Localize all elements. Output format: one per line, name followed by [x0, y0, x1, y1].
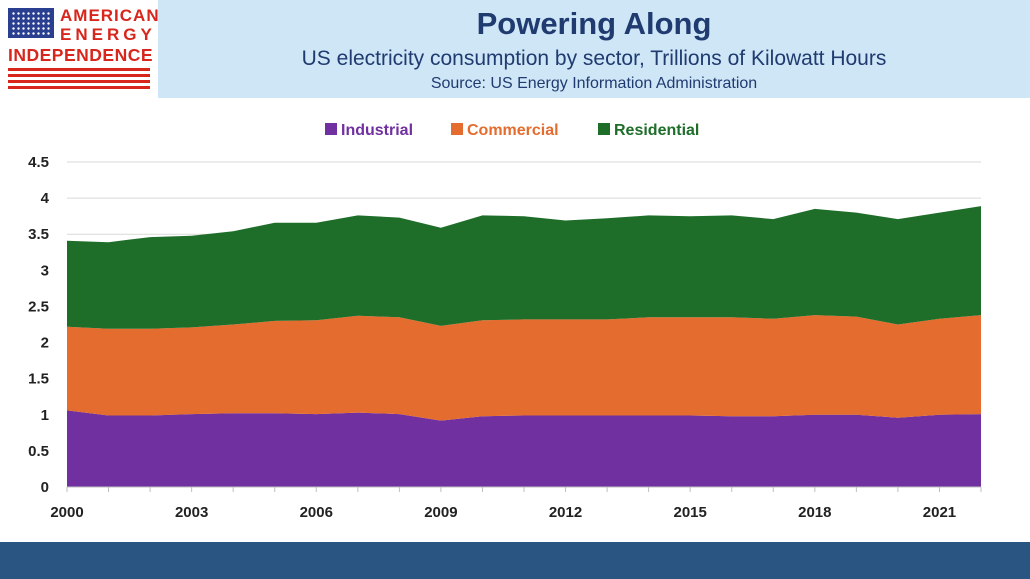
- x-tick-label: 2009: [424, 504, 457, 521]
- y-tick-label: 0: [41, 479, 49, 496]
- logo-line-2: ENERGY: [60, 25, 156, 44]
- chart-subtitle: US electricity consumption by sector, Tr…: [301, 47, 887, 70]
- x-tick-label: 2012: [549, 504, 582, 521]
- y-tick-label: 1.5: [28, 371, 49, 388]
- flag-stripes-icon: [8, 68, 150, 92]
- legend-swatch-industrial: [325, 123, 337, 135]
- x-tick-label: 2021: [923, 504, 956, 521]
- y-tick-label: 3.5: [28, 226, 49, 243]
- y-tick-label: 0.5: [28, 443, 49, 460]
- y-tick-label: 2: [41, 335, 49, 352]
- legend-swatch-commercial: [451, 123, 463, 135]
- legend-label-commercial: Commercial: [467, 122, 559, 139]
- logo-line-3: INDEPENDENCE: [8, 45, 154, 65]
- legend-label-industrial: Industrial: [341, 122, 413, 139]
- area-residential: [67, 206, 981, 329]
- y-tick-label: 1: [41, 407, 49, 424]
- logo-line-1: AMERICAN: [60, 6, 160, 25]
- footer-bar: [0, 542, 1030, 579]
- y-tick-label: 4.5: [28, 154, 49, 171]
- y-tick-label: 3: [41, 262, 49, 279]
- x-tick-label: 2015: [673, 504, 706, 521]
- chart-title: Powering Along: [476, 6, 712, 41]
- us-flag-icon: [8, 8, 54, 38]
- chart-source: Source: US Energy Information Administra…: [430, 75, 758, 92]
- stacked-area-chart: 0 0.5 1 1.5 2 2.5 3 3.5 4 4.5 2000 2003 2006 2009 2012…: [28, 122, 982, 521]
- area-commercial: [67, 315, 981, 421]
- x-tick-label: 2018: [798, 504, 831, 521]
- x-tick-label: 2006: [300, 504, 333, 521]
- x-tick-label: 2000: [50, 504, 83, 521]
- y-tick-label: 2.5: [28, 298, 49, 315]
- logo: AMERICAN ENERGY INDEPENDENCE: [0, 0, 160, 98]
- legend-label-residential: Residential: [614, 122, 699, 139]
- title-banner: Powering Along US electricity consumptio…: [158, 0, 1030, 98]
- legend-swatch-residential: [598, 123, 610, 135]
- x-tick-label: 2003: [175, 504, 208, 521]
- area-industrial: [67, 410, 981, 487]
- y-tick-label: 4: [41, 190, 50, 207]
